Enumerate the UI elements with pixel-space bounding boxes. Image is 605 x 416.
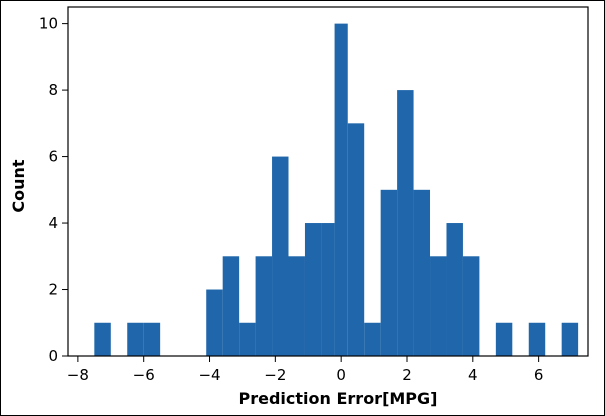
histogram-bars	[94, 23, 579, 356]
y-tick-label: 8	[48, 81, 58, 99]
histogram-bar-19	[462, 256, 480, 356]
histogram-bar-0	[94, 322, 111, 356]
histogram-bar-1	[127, 322, 144, 356]
histogram-bar-12	[347, 123, 365, 356]
histogram-bar-16	[413, 189, 431, 356]
histogram-bar-13	[364, 322, 381, 356]
x-axis-label: Prediction Error[MPG]	[239, 389, 438, 408]
x-tick-label: −6	[133, 366, 155, 384]
y-tick-label: 2	[48, 281, 58, 299]
x-tick-label: 2	[402, 366, 412, 384]
histogram-bar-20	[495, 322, 513, 356]
y-axis-label: Count	[9, 159, 28, 213]
histogram-bar-2	[143, 322, 161, 356]
histogram-bar-22	[561, 322, 579, 356]
histogram-bar-17	[430, 256, 447, 356]
y-axis-ticks: 0 2 4 6 8 10	[39, 15, 68, 365]
histogram-bar-6	[255, 256, 273, 356]
x-tick-label: −2	[264, 366, 286, 384]
histogram-bar-15	[397, 90, 414, 356]
x-tick-label: −8	[67, 366, 89, 384]
x-axis-ticks: −8 −6 −4 −2 0 2 4 6	[67, 356, 544, 384]
histogram-bar-21	[528, 322, 546, 356]
histogram-bar-11	[334, 23, 348, 356]
histogram-bar-7	[272, 156, 289, 356]
x-tick-label: 4	[468, 366, 478, 384]
plot-area	[67, 6, 589, 357]
histogram-bar-5	[239, 322, 256, 356]
x-tick-label: −4	[198, 366, 220, 384]
histogram-bar-18	[446, 223, 463, 356]
y-tick-label: 6	[48, 148, 58, 166]
y-tick-label: 0	[48, 347, 58, 365]
histogram-bar-3	[206, 289, 223, 356]
x-tick-label: 6	[534, 366, 544, 384]
histogram-bar-8	[288, 256, 305, 356]
y-tick-label: 4	[48, 214, 58, 232]
histogram-bar-4	[222, 256, 240, 356]
histogram-bar-10	[321, 223, 335, 356]
y-tick-label: 10	[39, 15, 58, 33]
histogram-bar-9	[304, 223, 322, 356]
histogram-bar-14	[380, 189, 398, 356]
x-tick-label: 0	[336, 366, 346, 384]
